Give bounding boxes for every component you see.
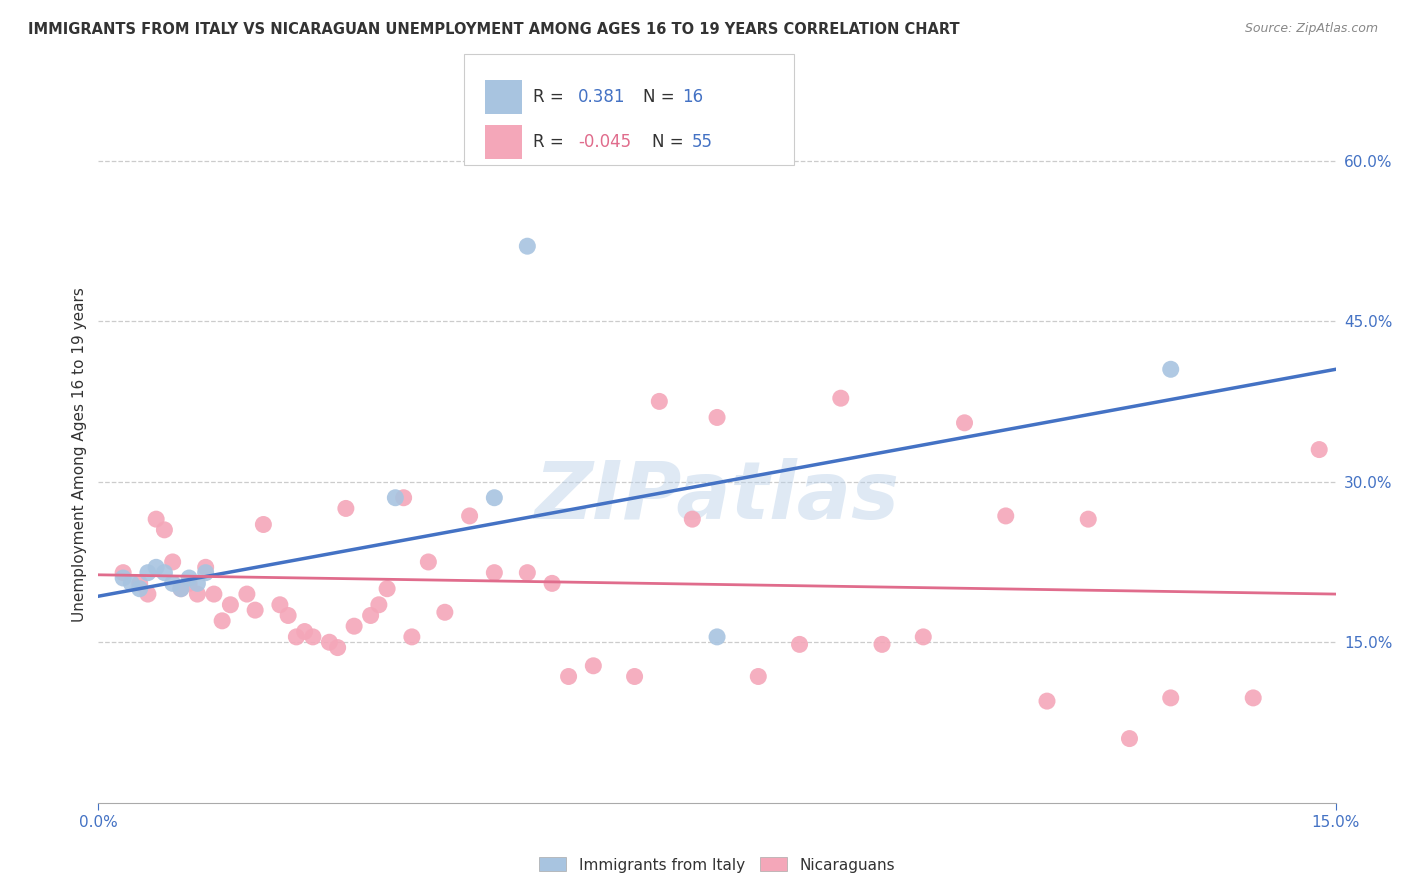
Text: N =: N = — [643, 88, 679, 106]
Text: 0.381: 0.381 — [578, 88, 626, 106]
Point — [194, 560, 217, 574]
Point — [1036, 694, 1059, 708]
Point — [623, 669, 645, 683]
Text: -0.045: -0.045 — [578, 133, 631, 151]
Point — [484, 491, 506, 505]
Point — [1077, 512, 1099, 526]
Point — [211, 614, 233, 628]
Point — [458, 508, 481, 523]
Point — [136, 566, 159, 580]
Point — [120, 576, 142, 591]
Point — [392, 491, 415, 505]
Point — [557, 669, 579, 683]
Point — [112, 566, 135, 580]
Point — [318, 635, 340, 649]
Point — [179, 571, 201, 585]
Point — [484, 566, 506, 580]
Point — [418, 555, 440, 569]
Point — [747, 669, 769, 683]
Point — [153, 566, 176, 580]
Point — [1160, 362, 1182, 376]
Point — [789, 637, 811, 651]
Point — [912, 630, 935, 644]
Point — [870, 637, 893, 651]
Point — [269, 598, 291, 612]
Point — [128, 576, 150, 591]
Text: R =: R = — [533, 133, 569, 151]
Point — [170, 582, 193, 596]
Text: Source: ZipAtlas.com: Source: ZipAtlas.com — [1244, 22, 1378, 36]
Point — [681, 512, 703, 526]
Point — [243, 603, 266, 617]
Point — [136, 587, 159, 601]
Point — [236, 587, 259, 601]
Point — [335, 501, 357, 516]
Point — [285, 630, 308, 644]
Point — [541, 576, 564, 591]
Point — [367, 598, 389, 612]
Point — [179, 576, 201, 591]
Point — [1160, 690, 1182, 705]
Point — [1308, 442, 1330, 457]
Point — [128, 582, 150, 596]
Point — [112, 571, 135, 585]
Point — [252, 517, 274, 532]
Point — [219, 598, 242, 612]
Point — [145, 560, 167, 574]
Point — [186, 576, 208, 591]
Point — [706, 410, 728, 425]
Point — [360, 608, 382, 623]
Point — [401, 630, 423, 644]
Point — [170, 582, 193, 596]
Point — [516, 566, 538, 580]
Point — [375, 582, 398, 596]
Point — [186, 587, 208, 601]
Point — [516, 239, 538, 253]
Point — [1241, 690, 1264, 705]
Point — [343, 619, 366, 633]
Point — [277, 608, 299, 623]
Point — [830, 391, 852, 405]
Point — [326, 640, 349, 655]
Point — [145, 512, 167, 526]
Point — [1118, 731, 1140, 746]
Point — [153, 523, 176, 537]
Point — [302, 630, 325, 644]
Text: N =: N = — [652, 133, 689, 151]
Point — [706, 630, 728, 644]
Point — [294, 624, 316, 639]
Point — [162, 576, 184, 591]
Text: 55: 55 — [692, 133, 713, 151]
Text: R =: R = — [533, 88, 569, 106]
Point — [194, 566, 217, 580]
Point — [162, 555, 184, 569]
Point — [433, 605, 456, 619]
Legend: Immigrants from Italy, Nicaraguans: Immigrants from Italy, Nicaraguans — [533, 851, 901, 879]
Point — [384, 491, 406, 505]
Text: ZIPatlas: ZIPatlas — [534, 458, 900, 536]
Point — [953, 416, 976, 430]
Point — [994, 508, 1017, 523]
Point — [648, 394, 671, 409]
Point — [582, 658, 605, 673]
Y-axis label: Unemployment Among Ages 16 to 19 years: Unemployment Among Ages 16 to 19 years — [72, 287, 87, 623]
Text: IMMIGRANTS FROM ITALY VS NICARAGUAN UNEMPLOYMENT AMONG AGES 16 TO 19 YEARS CORRE: IMMIGRANTS FROM ITALY VS NICARAGUAN UNEM… — [28, 22, 960, 37]
Point — [202, 587, 225, 601]
Text: 16: 16 — [682, 88, 703, 106]
